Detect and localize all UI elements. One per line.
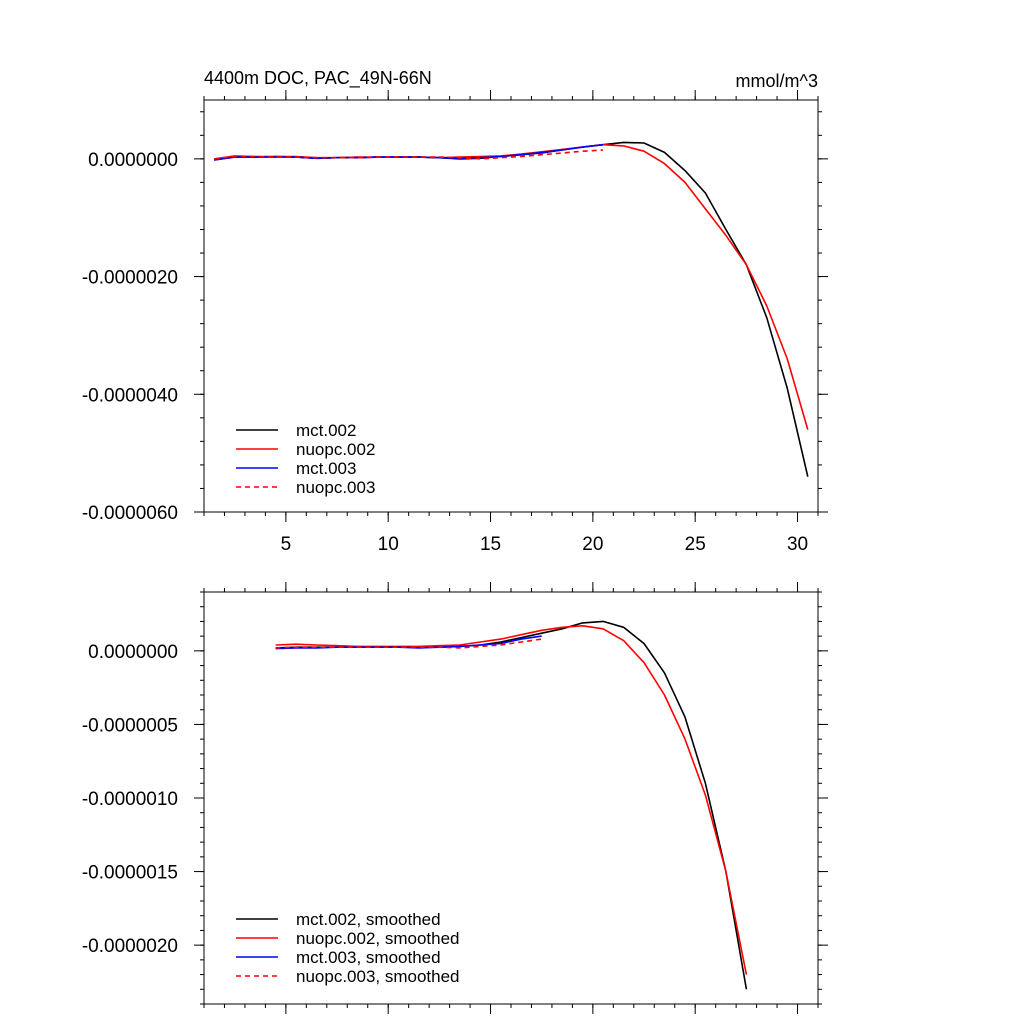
y-tick-label: -0.0000020: [82, 268, 178, 289]
series-line-2: [214, 143, 809, 430]
chart-units: mmol/m^3: [736, 71, 818, 91]
x-tick-label: 20: [582, 534, 603, 555]
y-tick-label: -0.0000015: [82, 863, 178, 884]
x-tick-label: 10: [378, 534, 399, 555]
legend-label-1: mct.002, smoothed: [296, 910, 441, 929]
chart-title: 4400m DOC, PAC_49N-66N: [204, 68, 432, 89]
y-tick-label: -0.0000040: [82, 385, 178, 406]
y-tick-label: -0.0000060: [82, 503, 178, 524]
chart-panel-1: 5 10 15 20 25 30 0.0000000 -0.0000020 -0.0000040…: [82, 68, 828, 555]
legend-label-1: mct.002: [296, 421, 356, 440]
legend-label-3: mct.003: [296, 459, 356, 478]
series-line-4: [214, 149, 604, 160]
legend-label-4: nuopc.003: [296, 478, 375, 497]
legend-label-2: nuopc.002: [296, 440, 375, 459]
legend-label-2: nuopc.002, smoothed: [296, 929, 460, 948]
x-tick-label: 25: [685, 534, 706, 555]
x-tick-label: 30: [787, 534, 808, 555]
y-tick-label: -0.0000005: [82, 715, 178, 736]
x-tick-label: 5: [281, 534, 292, 555]
y-tick-label: -0.0000010: [82, 789, 178, 810]
x-tick-label: 15: [480, 534, 501, 555]
y-tick-label: -0.0000020: [82, 936, 178, 957]
series-line-2: [275, 624, 748, 975]
legend-label-3: mct.003, smoothed: [296, 948, 441, 967]
legend-label-4: nuopc.003, smoothed: [296, 967, 460, 986]
chart-panel-2: 0.0000000 -0.0000005 -0.0000010 -0.0000015 -…: [82, 582, 828, 1014]
y-tick-label: 0.0000000: [88, 150, 178, 171]
y-tick-label: 0.0000000: [88, 642, 178, 663]
series-line-3: [275, 635, 542, 650]
